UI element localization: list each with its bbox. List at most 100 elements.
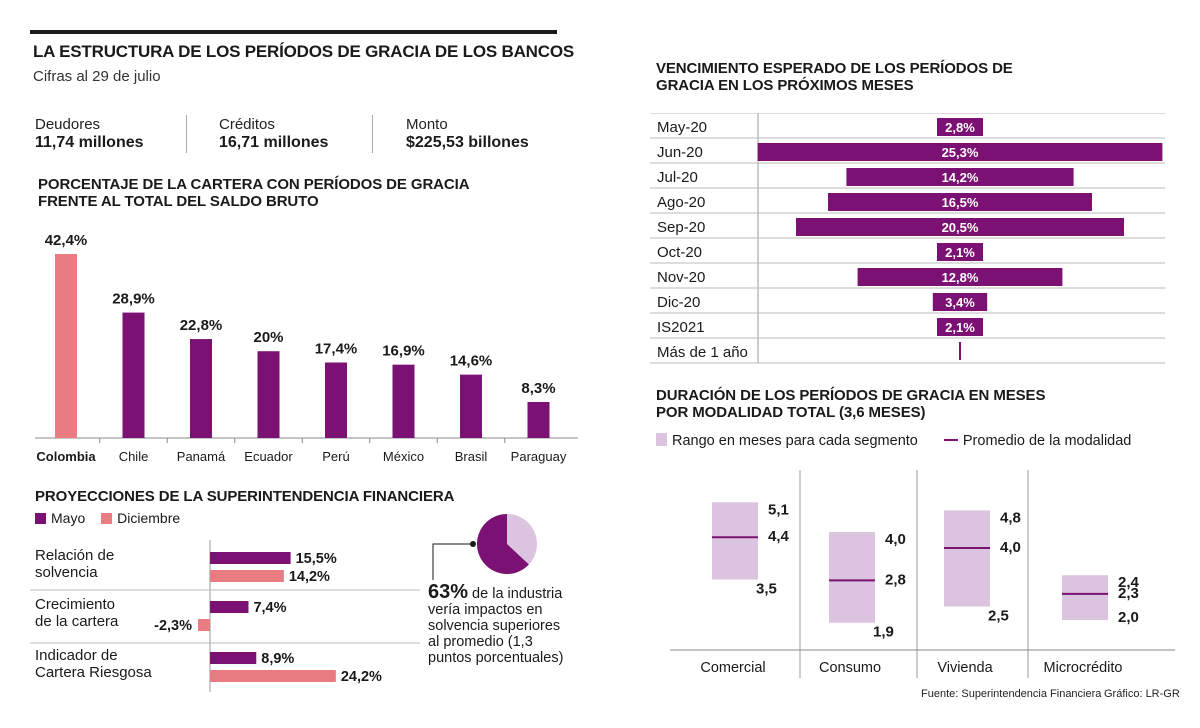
bar-value-label: 8,9% [261,651,294,667]
legend-label-promedio: Promedio de la modalidad [962,433,1132,449]
bar-value-label: 20% [253,329,283,346]
category-label: de la cartera [35,613,119,630]
max-label: 4,0 [885,531,906,548]
bar-may-20 [937,118,983,136]
row-label: Nov-20 [657,269,705,286]
category-label: Crecimiento [35,596,115,613]
bar-value-label: 2,8% [945,120,975,135]
pie-caption: 63% de la industria vería impactos en so… [428,581,598,666]
bar-value-label: 42,4% [45,232,88,249]
legend-label-rango: Rango en meses para cada segmento [672,433,918,449]
bar-mayo [210,652,257,664]
bar-sep-20 [796,218,1124,236]
bar-nov-20 [857,268,1063,286]
bar-mayo [210,601,249,613]
row-label: Más de 1 año [657,344,748,361]
row-label: Oct-20 [657,244,702,261]
main-title: LA ESTRUCTURA DE LOS PERÍODOS DE GRACIA … [33,42,574,61]
legend-swatch-diciembre [101,513,113,524]
bar-value-label: 14,6% [450,353,493,370]
bar-value-label: 22,8% [180,317,223,334]
bar-category-label: Brasil [455,449,488,464]
row-label: IS2021 [657,319,705,336]
bar-value-label: 7,4% [253,600,286,616]
bar-category-label: Colombia [36,449,96,464]
bar-category-label: México [383,449,424,464]
stat-label: Monto [406,116,448,133]
stat-divider [186,115,187,153]
stat-divider [372,115,373,153]
row-label: Sep-20 [657,219,705,236]
bar-value-label: 17,4% [315,340,358,357]
bar-value-label: 20,5% [942,220,979,235]
bar-value-label: 25,3% [942,145,979,160]
bar-value-label: 16,9% [382,343,425,360]
min-label: 3,5 [756,581,777,598]
bar-ecuador [257,351,280,438]
subtitle: Cifras al 29 de julio [33,68,161,85]
header-rule [30,30,557,34]
chart4-legend: Rango en meses para cada segmento Promed… [656,433,1131,449]
bar-paraguay [527,401,550,438]
avg-label: 4,4 [768,528,790,545]
bar-value-label: 8,3% [521,380,555,397]
category-label: Comercial [700,660,765,676]
range-box-consumo [829,532,875,623]
legend-swatch-rango [656,433,667,446]
industry-pie-chart [432,514,537,580]
source-note: Fuente: Superintendencia Financiera [921,688,1102,700]
stat-value: $225,53 billones [406,134,529,151]
avg-label: 4,0 [1000,539,1021,556]
avg-label: 2,3 [1118,585,1139,602]
stat-label: Créditos [219,116,275,133]
max-label: 5,1 [768,501,789,518]
bar-value-label: 12,8% [942,270,979,285]
row-label: Ago-20 [657,194,705,211]
bar-category-label: Paraguay [511,449,567,464]
bar-brasil [460,374,482,438]
bar-colombia [55,254,77,438]
stat-deudores: Deudores 11,74 millones [35,116,144,152]
chart4-title: DURACIÓN DE LOS PERÍODOS DE GRACIA EN ME… [656,387,1046,421]
pie-pointer-line [432,543,473,580]
row-label: May-20 [657,119,707,136]
row-label: Jul-20 [657,169,698,186]
legend-label-diciembre: Diciembre [117,510,181,526]
bar-category-label: Chile [119,449,149,464]
bar-méxico [392,364,415,438]
row-label: Dic-20 [657,294,700,311]
bar-value-label: 14,2% [289,569,330,585]
bar-value-label: 14,2% [942,170,979,185]
bar-value-label: 15,5% [296,551,337,567]
chart1-title: PORCENTAJE DE LA CARTERA CON PERÍODOS DE… [38,176,469,210]
pie-slice-highlight [477,514,529,574]
bar-jun-20 [757,143,1163,161]
category-label: Cartera Riesgosa [35,664,152,681]
legend-label-mayo: Mayo [51,510,86,526]
stat-value: 16,71 millones [219,134,329,151]
cartera-bar-chart: 42,4% Colombia 28,9% Chile 22,8% Panamá 20% Ecu… [35,232,578,464]
bar-panamá [190,339,212,438]
stat-creditos: Créditos 16,71 millones [219,116,328,152]
category-label: solvencia [35,564,98,581]
chart2-legend: Mayo Diciembre [35,510,180,526]
bar-category-label: Perú [322,449,349,464]
pie-caption-line: solvencia superiores [428,618,561,634]
max-label: 4,8 [1000,509,1021,526]
min-label: 2,0 [1118,609,1139,626]
bar-category-label: Ecuador [244,449,293,464]
stat-value: 11,74 millones [35,134,144,151]
category-label: Vivienda [937,660,993,676]
bar-diciembre [210,670,336,682]
min-label: 2,5 [988,608,1009,625]
pie-caption-line: de la industria [468,586,563,602]
max-label: 2,4 [1118,574,1140,591]
bar-value-label: 2,1% [945,245,975,260]
pie-highlight: 63% [428,581,469,603]
bar-perú [325,362,347,438]
avg-label: 2,8 [885,571,906,588]
vencimiento-chart: May-20 2,8% Jun-20 25,3% Jul-20 14,2% Ago-20 16… [650,113,1165,364]
bar-ago-20 [828,193,1092,211]
stat-monto: Monto $225,53 billones [406,116,529,152]
